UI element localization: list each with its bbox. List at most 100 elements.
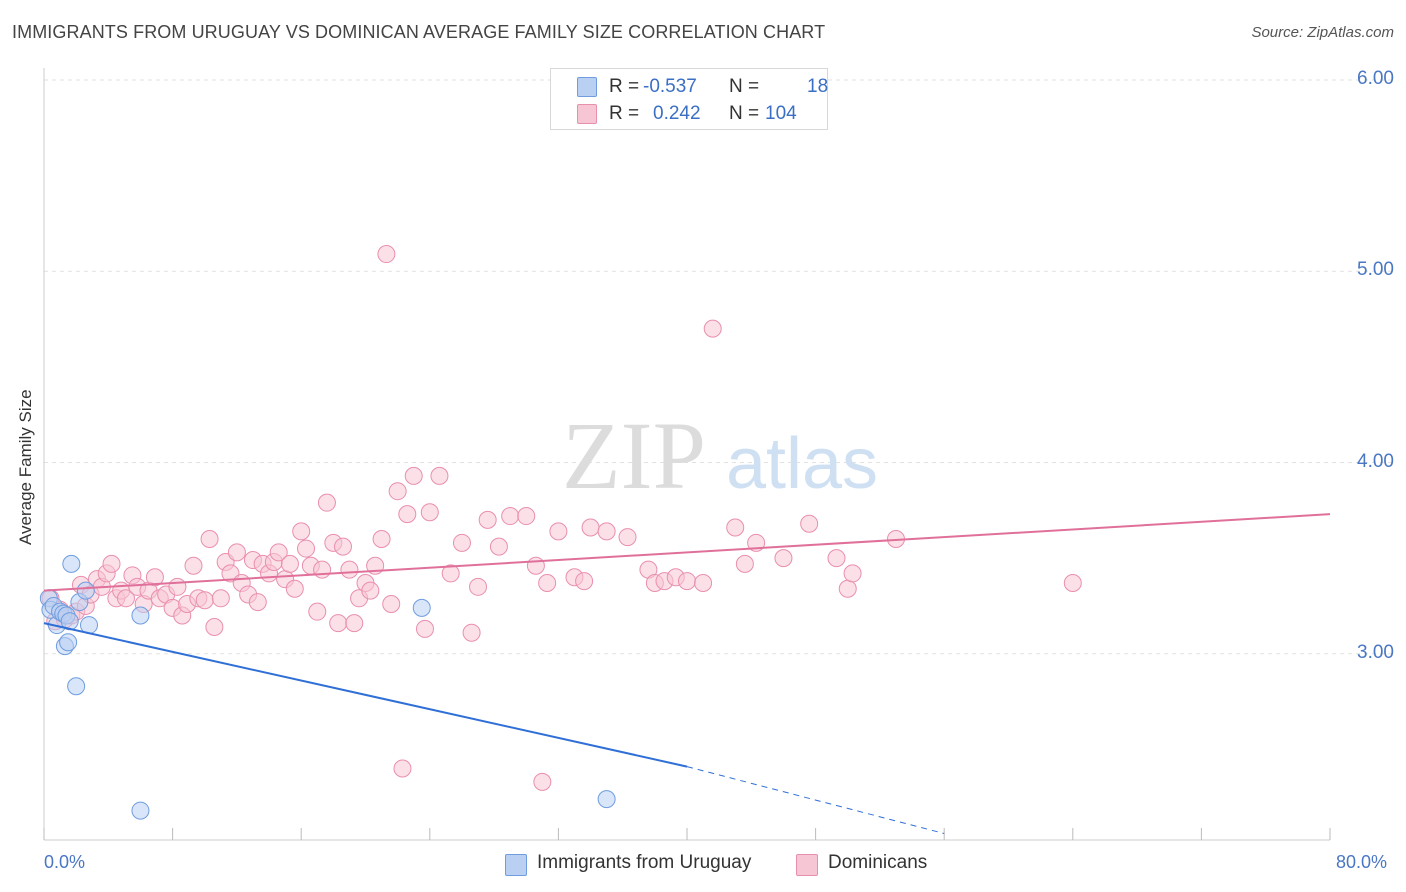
data-point <box>340 560 359 579</box>
data-point <box>441 564 460 583</box>
y-tick-label: 5.00 <box>1357 259 1394 281</box>
data-point <box>398 505 417 524</box>
legend-swatch-dominicans <box>577 104 597 124</box>
data-point <box>227 543 246 562</box>
data-point <box>452 533 471 552</box>
data-point <box>517 507 536 526</box>
watermark-atlas: atlas <box>726 424 878 504</box>
trend-line-uruguay-extension <box>686 766 945 835</box>
data-point <box>489 537 508 556</box>
data-point <box>345 614 364 633</box>
correlation-legend: R = -0.537 N = 18 R = 0.242 N = 104 <box>550 68 828 130</box>
data-point <box>333 537 352 556</box>
data-point <box>597 790 616 809</box>
data-point <box>678 572 696 591</box>
data-point <box>59 633 78 652</box>
data-point <box>581 518 600 537</box>
data-point <box>838 579 857 598</box>
data-point <box>575 572 594 591</box>
legend-label-uruguay: Immigrants from Uruguay <box>537 852 752 873</box>
data-point <box>248 593 267 612</box>
data-point <box>388 482 407 501</box>
data-point <box>462 623 481 642</box>
data-point <box>329 614 348 633</box>
data-point <box>800 514 819 533</box>
data-point <box>116 589 135 608</box>
y-tick-label: 4.00 <box>1357 450 1394 472</box>
data-point <box>211 589 230 608</box>
y-tick-label: 6.00 <box>1357 68 1394 89</box>
data-point <box>404 466 423 485</box>
data-point <box>62 554 81 573</box>
chart-title: IMMIGRANTS FROM URUGUAY VS DOMINICAN AVE… <box>12 22 826 42</box>
data-point <box>168 577 187 596</box>
legend-r-value-uruguay: -0.537 <box>643 76 697 97</box>
data-point <box>843 564 862 583</box>
data-point <box>533 772 552 791</box>
data-point <box>131 801 150 820</box>
legend-r-label: R = <box>609 103 640 124</box>
data-point <box>549 522 568 541</box>
trend-line-dominicans <box>43 513 1331 592</box>
data-point <box>297 539 316 558</box>
data-point <box>412 598 431 617</box>
legend-swatch-uruguay <box>577 77 597 97</box>
trend-line-uruguay <box>43 622 688 768</box>
data-point <box>415 619 434 638</box>
data-point <box>827 549 846 568</box>
data-point <box>269 543 288 562</box>
legend-n-value-dominicans: 104 <box>765 103 797 124</box>
data-point <box>205 617 224 636</box>
data-point <box>478 510 497 529</box>
data-point <box>145 568 164 587</box>
legend-swatch-dominicans <box>796 854 818 876</box>
data-point <box>526 556 545 575</box>
data-point <box>382 595 401 614</box>
y-tick-label: 3.00 <box>1357 641 1394 663</box>
data-point <box>694 573 713 592</box>
data-point <box>76 581 95 600</box>
legend-n-label: N = <box>729 76 760 97</box>
legend-label-dominicans: Dominicans <box>828 852 928 873</box>
data-point <box>469 577 488 596</box>
axes <box>43 68 1331 841</box>
legend-r-label: R = <box>609 76 640 97</box>
data-point <box>430 466 449 485</box>
data-point <box>372 530 391 548</box>
data-point <box>1063 573 1082 592</box>
data-point <box>67 677 86 696</box>
legend-n-label: N = <box>729 103 760 124</box>
data-point <box>618 528 637 547</box>
x-tick-label-min: 0.0% <box>44 852 86 872</box>
data-point <box>308 602 327 621</box>
data-point <box>313 560 332 579</box>
data-point <box>501 507 520 526</box>
data-point <box>285 579 304 598</box>
legend-n-value-uruguay: 18 <box>807 76 829 97</box>
data-point <box>200 530 219 548</box>
data-point <box>538 573 557 592</box>
x-tick-label-max: 80.0% <box>1336 852 1388 872</box>
data-point <box>774 549 793 568</box>
data-point <box>195 591 214 610</box>
data-point <box>393 759 412 778</box>
data-point <box>102 554 121 573</box>
trend-lines <box>43 513 1331 835</box>
grid-lines <box>44 79 1392 655</box>
data-point <box>292 522 311 541</box>
data-point <box>726 518 745 537</box>
watermark-zip: ZIP <box>562 402 706 509</box>
data-point <box>280 554 299 573</box>
data-point <box>377 245 396 264</box>
data-point <box>361 581 380 600</box>
data-point <box>735 554 754 573</box>
data-point <box>597 522 616 541</box>
data-point <box>184 556 203 575</box>
data-point <box>703 319 722 338</box>
data-point <box>420 503 439 522</box>
source-label: Source: ZipAtlas.com <box>1251 24 1394 41</box>
data-point <box>317 493 336 512</box>
y-axis-label: Average Family Size <box>16 389 35 545</box>
legend-swatch-uruguay <box>505 854 527 876</box>
